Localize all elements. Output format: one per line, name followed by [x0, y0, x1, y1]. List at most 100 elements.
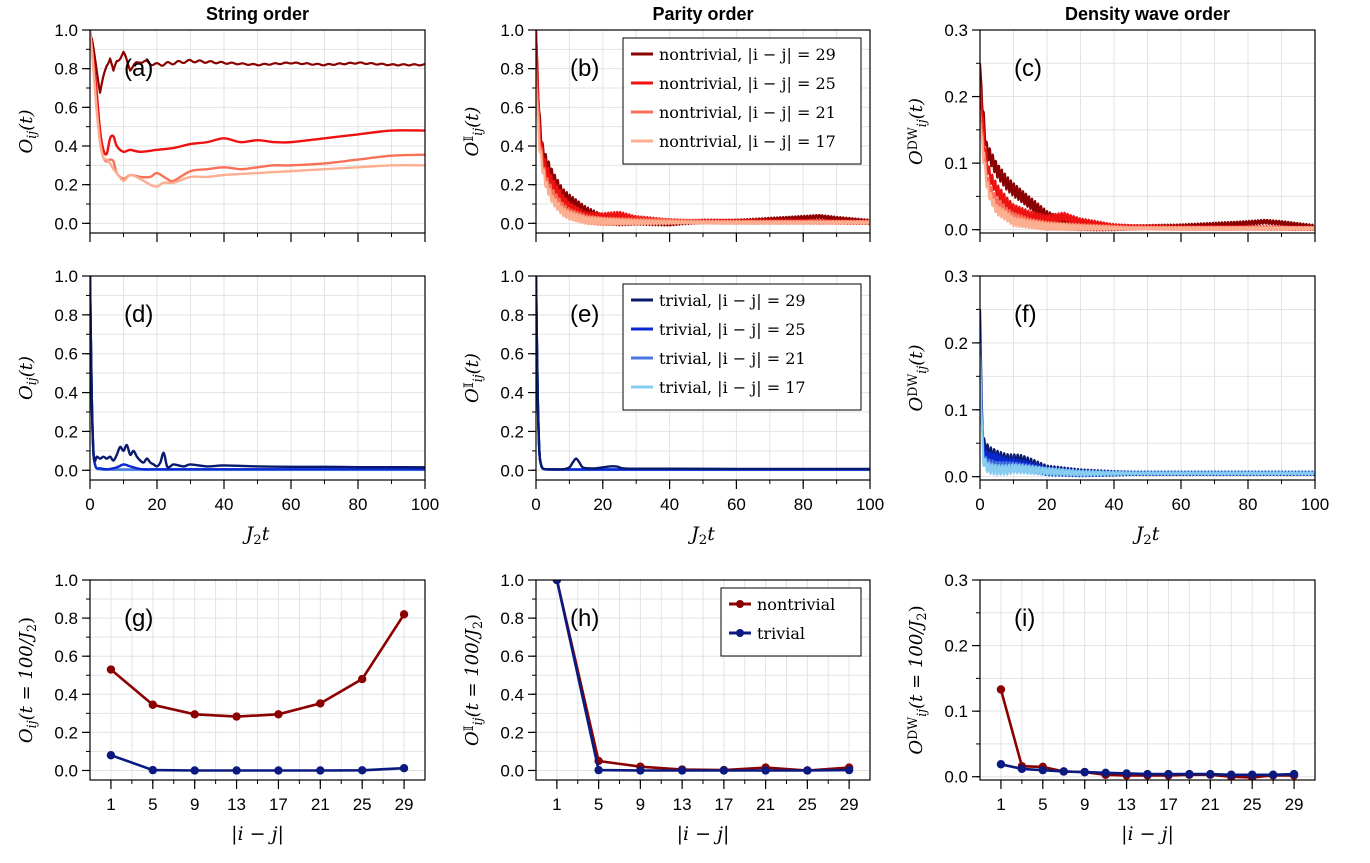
panel-b: 0.0 0.2 0.4 0.6 0.8 1.0 Parity order (b) O𝕀ij(t)…	[461, 4, 871, 242]
data-point-summary_tr	[1080, 767, 1089, 777]
x-axis: 0 20 40 60 80 100	[85, 480, 439, 514]
x-tick-label: 13	[1117, 795, 1136, 814]
legend: nontrivial trivial	[720, 587, 862, 657]
y-tick-label: 0.8	[54, 60, 78, 79]
text-span: ij	[914, 366, 929, 374]
text-span: O	[906, 740, 927, 755]
y-tick-label: 0.8	[500, 609, 524, 628]
text-span: |	[723, 823, 729, 845]
x-tick-label: 9	[636, 795, 645, 814]
x-tick-label: 5	[148, 795, 157, 814]
panel-a: 0.0 0.2 0.4 0.6 0.8 1.0 String order (a) Oij(t)	[16, 4, 426, 242]
data-point-summary_tr	[594, 765, 603, 775]
x-tick-label: 80	[1239, 495, 1258, 514]
y-axis: 0.0 0.2 0.4 0.6 0.8 1.0	[500, 267, 536, 480]
y-axis-label: ODWij(t = 100/J2)	[905, 605, 928, 754]
text-span: 2	[24, 624, 39, 632]
y-tick-label: 0.0	[500, 214, 524, 233]
y-axis-label: O𝕀ij(t)	[461, 107, 484, 157]
panel-h: 0.00.20.40.60.81.01 5 9 13 17 21 25 29(h)O𝕀ij(t…	[461, 571, 871, 845]
y-label-text: O𝕀ij(t = 100/J2)	[461, 614, 484, 746]
series-line-nt17	[980, 123, 1315, 232]
text-span: i	[238, 823, 244, 845]
text-span: J	[1132, 523, 1145, 545]
data-point-summary_tr	[357, 766, 367, 775]
series-group	[90, 276, 425, 472]
series-line-summary_tr	[110, 753, 405, 772]
y-axis-label: ODWij(t)	[905, 98, 928, 165]
data-point-summary_nt	[190, 710, 199, 719]
x-tick-label: 0	[531, 495, 540, 514]
text-span: 𝕀	[461, 136, 476, 142]
y-tick-label: 0.2	[500, 422, 524, 441]
x-tick-label: 40	[1105, 495, 1124, 514]
text-span: 2	[699, 533, 707, 548]
text-span: i	[683, 823, 689, 845]
x-tick-label: 60	[1172, 495, 1191, 514]
y-axis-label: O𝕀ij(t = 100/J2)	[461, 614, 484, 746]
text-span: O	[16, 728, 37, 743]
y-tick-label: 0.6	[500, 345, 524, 364]
y-tick-label: 0.8	[54, 609, 78, 628]
text-span: 2	[470, 621, 485, 629]
y-tick-label: 0.6	[54, 345, 78, 364]
text-span: |	[677, 823, 683, 845]
text-span: DW	[905, 717, 920, 740]
x-tick-label: 80	[349, 495, 368, 514]
text-span: i	[1128, 823, 1134, 845]
panel-title: Density wave order	[1065, 4, 1230, 24]
panel-letter: (f)	[1014, 301, 1037, 328]
legend-marker	[736, 600, 744, 608]
data-point-summary_tr	[1017, 764, 1027, 774]
text-span: −	[689, 823, 717, 845]
text-span: ij	[24, 720, 39, 728]
y-axis: 0.0 0.1 0.2 0.3	[944, 571, 980, 787]
panel-letter: (g)	[124, 605, 153, 632]
panel-title: String order	[206, 4, 309, 24]
series-line-summary_nt	[110, 613, 406, 718]
panel-letter: (c)	[1014, 55, 1042, 82]
x-tick-label: 17	[714, 795, 733, 814]
y-tick-label: 0.2	[944, 334, 968, 353]
y-tick-label: 0.0	[500, 461, 524, 480]
text-span: DW	[905, 374, 920, 397]
text-span: (t)	[906, 98, 927, 119]
text-span: O	[906, 397, 927, 412]
y-tick-label: 0.6	[500, 647, 524, 666]
x-axis: 1 5 9 13 17 21 25 29	[552, 780, 859, 814]
legend-box	[720, 587, 862, 657]
data-point-summary_nt	[996, 685, 1006, 694]
panel-e: 0.0 0.2 0.4 0.6 0.8 1.0 0 20 40 60 80 100 (e) O𝕀ij(t)…	[461, 267, 884, 548]
x-tick-label: 100	[1301, 495, 1329, 514]
data-point-summary_nt	[274, 710, 283, 719]
text-span: DW	[905, 127, 920, 150]
text-span: J	[242, 523, 255, 545]
data-point-summary_tr	[232, 766, 241, 775]
y-tick-label: 0.0	[54, 214, 78, 233]
panel-letter: (i)	[1014, 605, 1035, 632]
text-span: O	[462, 141, 483, 156]
data-point-summary_nt	[148, 700, 158, 709]
y-tick-label: 1.0	[54, 267, 78, 286]
data-point-summary_tr	[316, 766, 325, 775]
text-span: J	[462, 627, 483, 640]
legend-label: trivial, |i − j| = 17	[659, 378, 806, 397]
series-line-tr29	[536, 276, 870, 471]
y-tick-label: 1.0	[500, 267, 524, 286]
y-tick-label: 0.3	[944, 267, 968, 286]
y-tick-label: 1.0	[54, 571, 78, 590]
x-tick-label: 0	[975, 495, 984, 514]
series-group	[106, 610, 409, 775]
data-point-summary_nt	[357, 674, 367, 684]
text-span: (t)	[906, 344, 927, 365]
text-span: t	[262, 523, 270, 545]
x-axis: 0 20 40 60 80 100	[531, 480, 884, 514]
y-axis: 0.0 0.2 0.4 0.6 0.8 1.0	[54, 267, 90, 480]
x-tick-label: 1	[996, 795, 1005, 814]
text-span: (t)	[462, 353, 483, 374]
data-point-summary_tr	[399, 763, 409, 773]
text-span: ij	[470, 128, 485, 136]
data-point-summary_tr	[1122, 769, 1131, 778]
x-axis-label: J2t	[1132, 523, 1160, 548]
text-span: J	[16, 630, 37, 643]
